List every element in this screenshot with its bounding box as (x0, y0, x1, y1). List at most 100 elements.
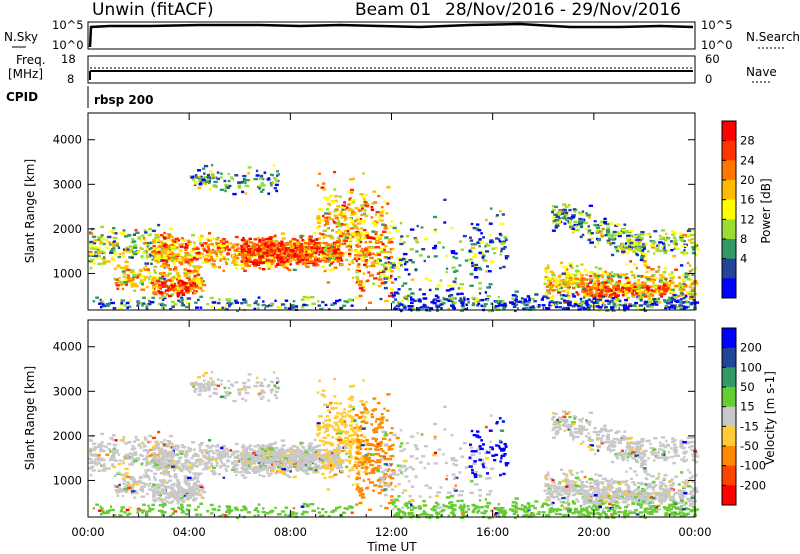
power-cell (343, 242, 347, 245)
power-cell (302, 261, 307, 265)
power-cell (602, 289, 606, 292)
power-cell (600, 235, 604, 238)
power-cell (691, 273, 694, 277)
velocity-cell (129, 455, 134, 458)
power-cell (208, 251, 213, 254)
velocity-cell (269, 447, 274, 450)
power-cell (370, 252, 375, 255)
velocity-cell (128, 452, 133, 455)
power-cell (667, 284, 671, 287)
power-cell (127, 274, 131, 278)
power-cell (351, 259, 354, 262)
velocity-cell (220, 452, 224, 455)
power-cell (477, 302, 481, 305)
power-cell (277, 249, 282, 252)
power-cell (193, 274, 197, 278)
power-cell (335, 199, 338, 203)
power-cell (495, 300, 499, 303)
power-cell (157, 245, 163, 248)
velocity-cell (272, 449, 277, 452)
power-cell (99, 240, 103, 243)
power-cell (326, 281, 331, 284)
power-cell (196, 306, 199, 309)
power-cell (351, 235, 355, 239)
power-cell (695, 248, 700, 251)
power-cell (146, 255, 152, 259)
velocity-cell (226, 465, 230, 468)
power-cell (633, 287, 637, 290)
power-cell (459, 297, 463, 300)
power-cell (244, 260, 249, 263)
power-cell (324, 234, 328, 237)
power-cell (585, 212, 588, 215)
power-cell (617, 290, 621, 294)
power-cell (514, 300, 518, 303)
power-cell (286, 243, 290, 246)
power-cell (260, 182, 264, 185)
power-cell (225, 262, 228, 265)
power-cell (350, 188, 354, 192)
velocity-cell (204, 466, 209, 469)
velocity-cell (219, 464, 223, 468)
power-cell (119, 280, 124, 284)
power-cell (203, 249, 208, 252)
power-cell (551, 210, 554, 214)
power-cell (603, 293, 608, 296)
velocity-cell (156, 467, 160, 471)
velocity-cell (174, 444, 179, 447)
power-cell (220, 176, 223, 179)
velocity-cell (338, 449, 342, 453)
power-cell (340, 263, 345, 266)
power-cell (155, 259, 159, 262)
power-cell (556, 280, 560, 283)
power-cell (241, 254, 246, 258)
velocity-cell (315, 445, 319, 448)
power-cell (436, 299, 441, 303)
power-cell (156, 260, 160, 264)
power-cell (588, 298, 591, 301)
velocity-cell (111, 457, 116, 460)
power-cell (115, 244, 119, 247)
power-cell (413, 299, 417, 303)
velocity-cell (135, 458, 140, 461)
power-cell (400, 264, 403, 267)
power-cell (581, 210, 585, 213)
power-cell (685, 300, 690, 304)
power-cell (563, 306, 567, 310)
velocity-cell (148, 454, 152, 458)
power-cell (673, 304, 677, 307)
power-cell (167, 263, 170, 267)
velocity-cell (162, 443, 167, 446)
velocity-cell (121, 462, 125, 465)
velocity-cell (89, 439, 94, 442)
power-cell (595, 305, 601, 308)
power-cell (668, 273, 672, 277)
power-cell (170, 246, 176, 249)
power-cell (245, 248, 249, 251)
power-cell (327, 308, 331, 311)
power-cell (670, 304, 675, 307)
power-cell (380, 281, 384, 285)
velocity-cell (153, 447, 157, 451)
velocity-cell (298, 465, 302, 468)
power-cell (690, 241, 695, 245)
velocity-cell (117, 453, 121, 456)
power-cell (561, 289, 566, 293)
power-cell (231, 261, 236, 264)
power-cell (593, 275, 596, 279)
power-cell (241, 190, 245, 194)
velocity-cell (126, 453, 130, 457)
power-cell (184, 252, 190, 255)
power-cell (177, 289, 181, 292)
power-cell (678, 282, 681, 285)
power-cell (661, 287, 666, 291)
colorbar-tick-label: 16 (740, 193, 755, 207)
power-cell (214, 185, 218, 189)
power-cell (247, 166, 252, 169)
power-cell (611, 309, 616, 312)
power-cell (94, 254, 99, 258)
power-cell (160, 281, 165, 284)
power-cell (335, 230, 339, 234)
power-cell (172, 277, 176, 280)
power-cell (326, 197, 331, 200)
